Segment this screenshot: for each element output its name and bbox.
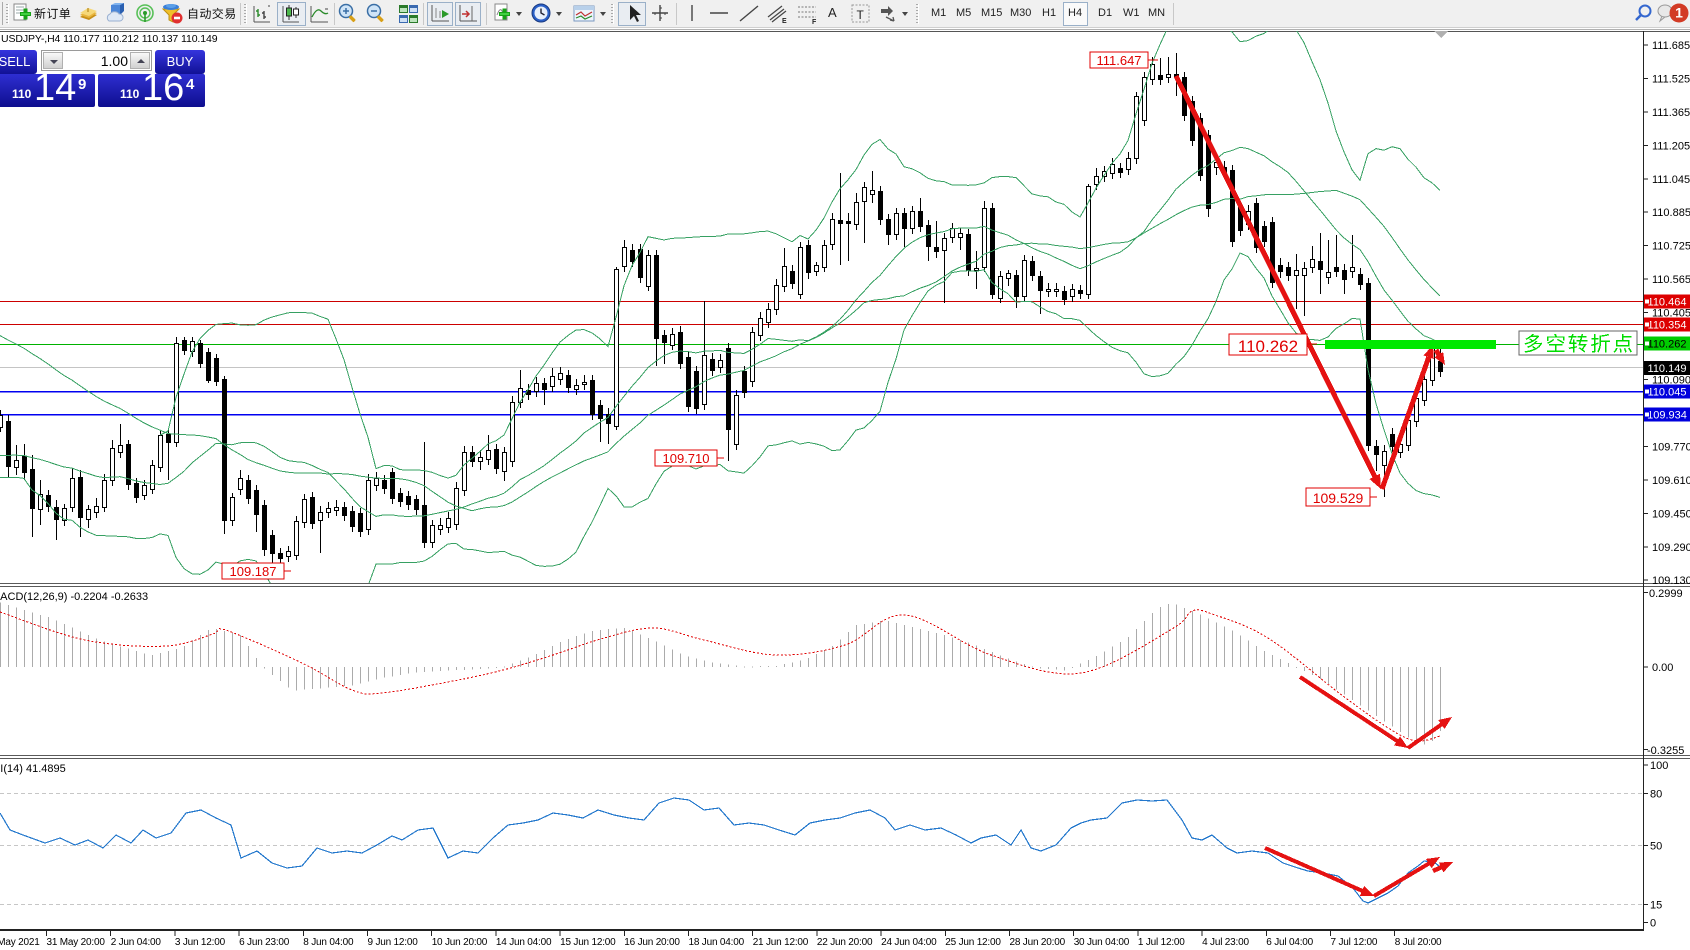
svg-text:109.187: 109.187 bbox=[230, 564, 277, 579]
svg-text:0.00: 0.00 bbox=[1652, 662, 1673, 674]
svg-text:110.262: 110.262 bbox=[1648, 339, 1687, 351]
svg-text:110.885: 110.885 bbox=[1652, 207, 1690, 219]
svg-text:7 Jul 12:00: 7 Jul 12:00 bbox=[1331, 937, 1378, 948]
svg-text:28 May 2021: 28 May 2021 bbox=[0, 937, 40, 948]
svg-text:111.647: 111.647 bbox=[1096, 53, 1141, 68]
svg-text:109.130: 109.130 bbox=[1652, 575, 1690, 587]
svg-text:1 Jul 12:00: 1 Jul 12:00 bbox=[1138, 937, 1185, 948]
svg-text:109.770: 109.770 bbox=[1652, 441, 1690, 453]
svg-text:21 Jun 12:00: 21 Jun 12:00 bbox=[753, 937, 809, 948]
svg-text:109.610: 109.610 bbox=[1652, 475, 1690, 487]
svg-text:110.262: 110.262 bbox=[1238, 337, 1298, 356]
svg-text:3 Jun 12:00: 3 Jun 12:00 bbox=[175, 937, 226, 948]
svg-text:109.290: 109.290 bbox=[1652, 542, 1690, 554]
svg-text:9 Jun 12:00: 9 Jun 12:00 bbox=[368, 937, 419, 948]
svg-text:15: 15 bbox=[1650, 900, 1662, 912]
svg-text:24 Jun 04:00: 24 Jun 04:00 bbox=[881, 937, 937, 948]
svg-text:MACD(12,26,9) -0.2204 -0.2633: MACD(12,26,9) -0.2204 -0.2633 bbox=[0, 591, 148, 603]
svg-text:22 Jun 20:00: 22 Jun 20:00 bbox=[817, 937, 873, 948]
svg-text:T: T bbox=[857, 8, 865, 22]
svg-text:110.405: 110.405 bbox=[1652, 308, 1690, 320]
svg-text:80: 80 bbox=[1650, 789, 1662, 801]
svg-text:110.464: 110.464 bbox=[1648, 297, 1687, 309]
svg-text:111.365: 111.365 bbox=[1652, 107, 1690, 119]
svg-text:109.529: 109.529 bbox=[1313, 490, 1364, 506]
svg-text:6 Jul 04:00: 6 Jul 04:00 bbox=[1266, 937, 1313, 948]
svg-text:109.934: 109.934 bbox=[1647, 410, 1687, 422]
svg-text:2 Jun 04:00: 2 Jun 04:00 bbox=[111, 937, 162, 948]
svg-text:109.450: 109.450 bbox=[1652, 508, 1690, 520]
svg-text:110.565: 110.565 bbox=[1652, 274, 1690, 286]
svg-text:28 Jun 20:00: 28 Jun 20:00 bbox=[1010, 937, 1066, 948]
svg-text:8 Jun 04:00: 8 Jun 04:00 bbox=[303, 937, 354, 948]
svg-text:RSI(14) 41.4895: RSI(14) 41.4895 bbox=[0, 763, 66, 775]
svg-text:25 Jun 12:00: 25 Jun 12:00 bbox=[945, 937, 1001, 948]
svg-text:-0.3255: -0.3255 bbox=[1647, 745, 1684, 757]
svg-text:E: E bbox=[782, 18, 787, 25]
svg-text:14 Jun 04:00: 14 Jun 04:00 bbox=[496, 937, 552, 948]
svg-text:31 May 20:00: 31 May 20:00 bbox=[47, 937, 106, 948]
svg-text:109.710: 109.710 bbox=[663, 451, 710, 466]
svg-text:111.685: 111.685 bbox=[1652, 40, 1690, 52]
svg-text:30 Jun 04:00: 30 Jun 04:00 bbox=[1074, 937, 1130, 948]
svg-text:110.354: 110.354 bbox=[1648, 320, 1687, 332]
svg-text:0: 0 bbox=[1650, 918, 1656, 930]
svg-text:111.525: 111.525 bbox=[1652, 74, 1690, 86]
svg-text:0.2999: 0.2999 bbox=[1649, 588, 1683, 600]
svg-text:15 Jun 12:00: 15 Jun 12:00 bbox=[560, 937, 616, 948]
svg-text:8 Jul 20:00: 8 Jul 20:00 bbox=[1395, 937, 1442, 948]
svg-text:110.090: 110.090 bbox=[1652, 375, 1690, 387]
svg-text:111.205: 111.205 bbox=[1652, 140, 1690, 152]
svg-text:F: F bbox=[812, 19, 817, 25]
svg-text:1: 1 bbox=[1675, 5, 1683, 21]
svg-text:100: 100 bbox=[1650, 760, 1668, 772]
svg-text:USDJPY-,H4 110.177 110.212 11: USDJPY-,H4 110.177 110.212 110.137 110.1… bbox=[1, 33, 218, 45]
svg-text:18 Jun 04:00: 18 Jun 04:00 bbox=[689, 937, 745, 948]
svg-text:111.045: 111.045 bbox=[1652, 174, 1690, 186]
svg-text:110.725: 110.725 bbox=[1652, 241, 1690, 253]
svg-text:6 Jun 23:00: 6 Jun 23:00 bbox=[239, 937, 290, 948]
svg-text:50: 50 bbox=[1650, 841, 1662, 853]
svg-text:4 Jul 23:00: 4 Jul 23:00 bbox=[1202, 937, 1249, 948]
svg-text:110.045: 110.045 bbox=[1648, 387, 1687, 399]
svg-text:110.149: 110.149 bbox=[1648, 363, 1687, 375]
svg-text:10 Jun 20:00: 10 Jun 20:00 bbox=[432, 937, 488, 948]
svg-text:16 Jun 20:00: 16 Jun 20:00 bbox=[624, 937, 680, 948]
